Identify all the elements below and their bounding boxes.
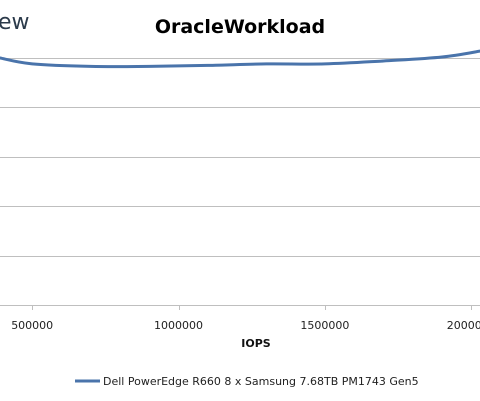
gridlines — [0, 58, 480, 306]
series-line-0 — [0, 49, 480, 69]
chart-title: OracleWorkload — [155, 16, 325, 38]
x-tick-label-2: 1500000 — [300, 319, 349, 332]
x-tick-label-3: 2000000 — [447, 319, 480, 332]
legend-label: Dell PowerEdge R660 8 x Samsung 7.68TB P… — [103, 375, 419, 388]
x-axis-label: IOPS — [241, 337, 271, 350]
x-tick-label-0: 500000 — [11, 319, 53, 332]
series-group — [0, 49, 480, 69]
legend: Dell PowerEdge R660 8 x Samsung 7.68TB P… — [75, 375, 419, 388]
x-tick-labels: 500000 1000000 1500000 2000000 — [11, 305, 480, 332]
x-tick-label-1: 1000000 — [154, 319, 203, 332]
logo-fragment: ew — [0, 10, 30, 35]
